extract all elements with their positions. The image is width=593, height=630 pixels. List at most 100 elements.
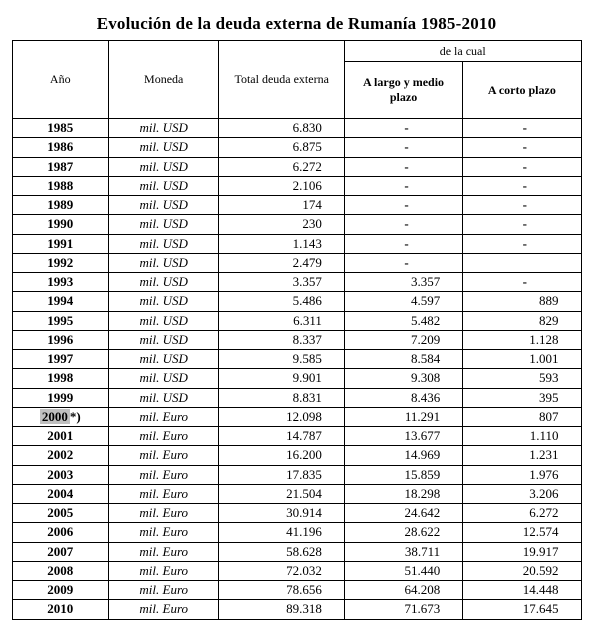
cell-total: 2.106	[219, 176, 344, 195]
cell-year: 2002	[12, 446, 108, 465]
table-row: 1996mil. USD8.3377.2091.128	[12, 330, 581, 349]
cell-short-term: 1.976	[463, 465, 581, 484]
table-row: 1998mil. USD9.9019.308593	[12, 369, 581, 388]
cell-currency: mil. Euro	[108, 484, 218, 503]
cell-year: 2006	[12, 523, 108, 542]
table-row: 2009mil. Euro78.65664.20814.448	[12, 581, 581, 600]
cell-long-term: 38.711	[344, 542, 462, 561]
cell-total: 16.200	[219, 446, 344, 465]
cell-short-term: 395	[463, 388, 581, 407]
cell-currency: mil. Euro	[108, 407, 218, 426]
cell-currency: mil. Euro	[108, 542, 218, 561]
header-long-term: A largo y medio plazo	[344, 62, 462, 119]
cell-year: 2001	[12, 427, 108, 446]
cell-long-term: 24.642	[344, 504, 462, 523]
cell-total: 58.628	[219, 542, 344, 561]
cell-long-term: 51.440	[344, 561, 462, 580]
header-of-which: de la cual	[344, 41, 581, 62]
cell-currency: mil. USD	[108, 253, 218, 272]
cell-short-term: 14.448	[463, 581, 581, 600]
cell-year: 2008	[12, 561, 108, 580]
cell-currency: mil. Euro	[108, 600, 218, 619]
table-row: 2000*)mil. Euro12.09811.291807	[12, 407, 581, 426]
table-row: 1988mil. USD2.106--	[12, 176, 581, 195]
cell-short-term: -	[463, 157, 581, 176]
cell-currency: mil. USD	[108, 273, 218, 292]
cell-short-term: -	[463, 196, 581, 215]
table-row: 2007mil. Euro58.62838.71119.917	[12, 542, 581, 561]
cell-short-term: 593	[463, 369, 581, 388]
table-body: 1985mil. USD6.830--1986mil. USD6.875--19…	[12, 119, 581, 620]
cell-long-term: 8.436	[344, 388, 462, 407]
cell-short-term	[463, 253, 581, 272]
cell-year: 1994	[12, 292, 108, 311]
cell-total: 2.479	[219, 253, 344, 272]
cell-short-term: 17.645	[463, 600, 581, 619]
cell-year: 1989	[12, 196, 108, 215]
cell-currency: mil. USD	[108, 157, 218, 176]
cell-long-term: 64.208	[344, 581, 462, 600]
cell-year: 1986	[12, 138, 108, 157]
cell-total: 12.098	[219, 407, 344, 426]
cell-long-term: 13.677	[344, 427, 462, 446]
table-row: 1995mil. USD6.3115.482829	[12, 311, 581, 330]
header-short-term: A corto plazo	[463, 62, 581, 119]
cell-long-term: 9.308	[344, 369, 462, 388]
cell-year: 1992	[12, 253, 108, 272]
cell-long-term: 11.291	[344, 407, 462, 426]
cell-currency: mil. USD	[108, 350, 218, 369]
cell-total: 8.337	[219, 330, 344, 349]
cell-long-term: 14.969	[344, 446, 462, 465]
cell-total: 5.486	[219, 292, 344, 311]
cell-total: 72.032	[219, 561, 344, 580]
cell-currency: mil. USD	[108, 369, 218, 388]
cell-total: 1.143	[219, 234, 344, 253]
header-currency: Moneda	[108, 41, 218, 119]
cell-currency: mil. USD	[108, 234, 218, 253]
table-row: 1993mil. USD3.3573.357-	[12, 273, 581, 292]
cell-currency: mil. USD	[108, 138, 218, 157]
cell-currency: mil. USD	[108, 176, 218, 195]
cell-short-term: -	[463, 176, 581, 195]
cell-short-term: 19.917	[463, 542, 581, 561]
cell-currency: mil. USD	[108, 292, 218, 311]
cell-long-term: 5.482	[344, 311, 462, 330]
cell-currency: mil. USD	[108, 119, 218, 138]
cell-short-term: 20.592	[463, 561, 581, 580]
cell-short-term: -	[463, 138, 581, 157]
cell-long-term: -	[344, 253, 462, 272]
cell-short-term: -	[463, 273, 581, 292]
cell-total: 6.272	[219, 157, 344, 176]
cell-total: 3.357	[219, 273, 344, 292]
cell-total: 6.311	[219, 311, 344, 330]
cell-year: 1988	[12, 176, 108, 195]
cell-long-term: -	[344, 196, 462, 215]
cell-total: 6.830	[219, 119, 344, 138]
cell-long-term: 3.357	[344, 273, 462, 292]
cell-total: 89.318	[219, 600, 344, 619]
table-row: 2005mil. Euro30.91424.6426.272	[12, 504, 581, 523]
cell-total: 6.875	[219, 138, 344, 157]
table-row: 1991mil. USD1.143--	[12, 234, 581, 253]
cell-total: 78.656	[219, 581, 344, 600]
cell-currency: mil. USD	[108, 215, 218, 234]
table-head: Año Moneda Total deuda externa de la cua…	[12, 41, 581, 119]
cell-total: 14.787	[219, 427, 344, 446]
cell-long-term: 18.298	[344, 484, 462, 503]
cell-total: 9.585	[219, 350, 344, 369]
cell-total: 41.196	[219, 523, 344, 542]
cell-short-term: 807	[463, 407, 581, 426]
table-row: 1987mil. USD6.272--	[12, 157, 581, 176]
cell-year: 1995	[12, 311, 108, 330]
cell-year: 2000*)	[12, 407, 108, 426]
cell-short-term: 1.231	[463, 446, 581, 465]
cell-currency: mil. Euro	[108, 446, 218, 465]
cell-currency: mil. Euro	[108, 581, 218, 600]
cell-short-term: 889	[463, 292, 581, 311]
cell-short-term: 3.206	[463, 484, 581, 503]
table-row: 1999mil. USD8.8318.436395	[12, 388, 581, 407]
cell-short-term: -	[463, 215, 581, 234]
cell-year: 1997	[12, 350, 108, 369]
cell-year: 1987	[12, 157, 108, 176]
table-row: 2003mil. Euro17.83515.8591.976	[12, 465, 581, 484]
